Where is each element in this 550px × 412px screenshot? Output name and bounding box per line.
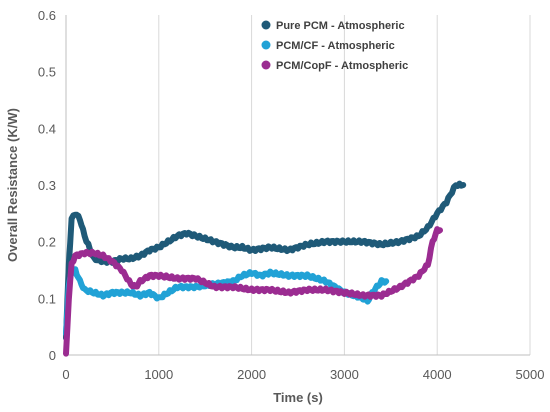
y-tick-label: 0.6	[38, 8, 56, 23]
y-tick-label: 0	[49, 348, 56, 363]
legend-label-2: PCM/CF - Atmospheric	[276, 40, 395, 52]
x-tick-label: 5000	[516, 367, 545, 382]
series-layer	[63, 180, 467, 357]
legend-marker-3	[261, 60, 271, 70]
x-tick-label: 0	[62, 367, 69, 382]
legend-label-1: Pure PCM - Atmospheric	[276, 20, 405, 32]
series-line-1	[63, 180, 467, 341]
x-tick-label: 4000	[423, 367, 452, 382]
y-tick-label: 0.5	[38, 65, 56, 80]
y-axis-title: Overall Resistance (K/W)	[5, 108, 20, 262]
x-axis-title: Time (s)	[273, 390, 323, 405]
axes-layer: 0 1000 2000 3000 4000 5000 0 0.1 0.2 0.3 0.4 0.5 0.6	[38, 8, 545, 382]
y-tick-label: 0.1	[38, 291, 56, 306]
legend: Pure PCM - Atmospheric PCM/CF - Atmospher…	[261, 20, 408, 72]
legend-marker-1	[261, 20, 271, 30]
x-tick-label: 1000	[144, 367, 173, 382]
x-tick-label: 2000	[237, 367, 266, 382]
series-line-3	[63, 226, 443, 357]
y-tick-label: 0.2	[38, 235, 56, 250]
y-tick-label: 0.4	[38, 121, 56, 136]
series-line-2	[63, 266, 390, 337]
legend-marker-2	[261, 40, 271, 50]
x-tick-label: 3000	[330, 367, 359, 382]
y-tick-label: 0.3	[38, 178, 56, 193]
legend-label-3: PCM/CopF - Atmospheric	[276, 60, 408, 72]
